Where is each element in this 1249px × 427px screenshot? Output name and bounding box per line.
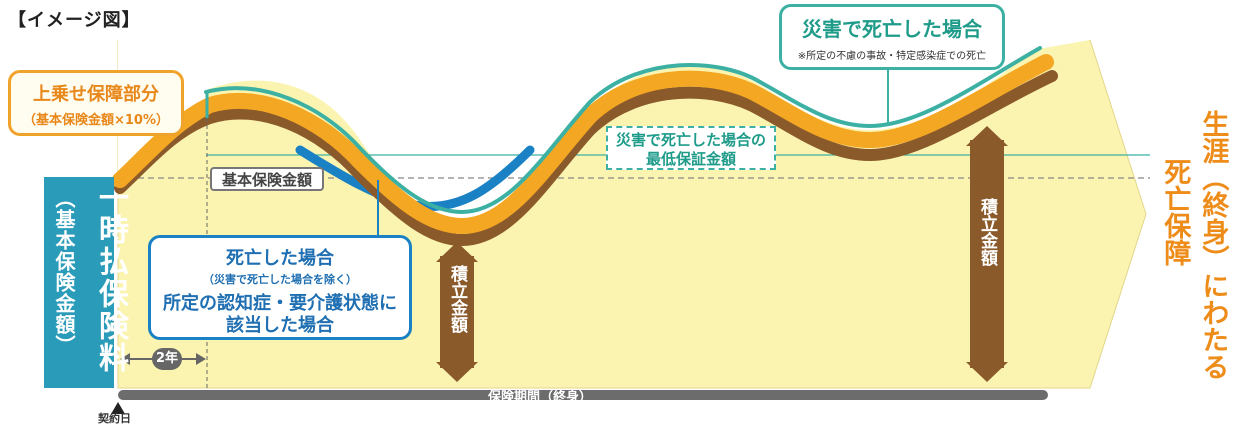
disaster-box: 災害で死亡した場合 ※所定の不慮の事故・特定感染症での死亡 xyxy=(779,4,1005,70)
orange-band xyxy=(112,54,1054,235)
min-guarantee-box: 災害で死亡した場合の 最低保証金額 xyxy=(606,126,776,170)
accumulated-arrow-1 xyxy=(436,242,478,382)
lifetime-label-line2: 死亡保障 xyxy=(1159,158,1191,266)
lifetime-label-line1: 生涯（終身）にわたる xyxy=(1197,110,1229,380)
lump-sum-label: 一時払保険料 xyxy=(93,182,128,374)
care-line1: 所定の認知症・要介護状態に xyxy=(163,293,397,314)
two-year-label: 2年 xyxy=(152,348,182,370)
min-guarantee-line2: 最低保証金額 xyxy=(645,150,736,168)
contract-date-label: 契約日 xyxy=(98,412,131,425)
topup-box: 上乗せ保障部分 （基本保険金額×10%） xyxy=(8,70,184,136)
brown-wave xyxy=(114,70,1058,247)
basic-amount-label: 基本保険金額 xyxy=(210,167,324,191)
topup-sub: （基本保険金額×10%） xyxy=(22,113,169,128)
period-label: 保険期間（終身） xyxy=(487,390,592,405)
accumulated-label-1: 積立金額 xyxy=(447,265,467,333)
lump-sum-bar xyxy=(44,177,114,388)
triangle-up-icon xyxy=(111,402,125,414)
death-sub: （災害で死亡した場合を除く） xyxy=(203,273,357,286)
lump-sum-sub-label: （基本保険金額） xyxy=(52,188,76,356)
period-bar xyxy=(118,390,1048,400)
death-box: 死亡した場合 （災害で死亡した場合を除く） 所定の認知症・要介護状態に 該当した… xyxy=(148,235,412,340)
accumulated-label-2: 積立金額 xyxy=(977,198,997,266)
accumulated-arrow-2 xyxy=(966,126,1008,382)
topup-title: 上乗せ保障部分 xyxy=(33,84,159,105)
teal-top-line xyxy=(204,46,1042,215)
disaster-note: ※所定の不慮の事故・特定感染症での死亡 xyxy=(797,51,987,62)
death-title: 死亡した場合 xyxy=(226,248,334,269)
care-line2: 該当した場合 xyxy=(226,315,334,336)
disaster-title: 災害で死亡した場合 xyxy=(802,17,982,41)
min-guarantee-line1: 災害で死亡した場合の xyxy=(615,131,766,149)
diagram-title: 【イメージ図】 xyxy=(8,10,141,31)
